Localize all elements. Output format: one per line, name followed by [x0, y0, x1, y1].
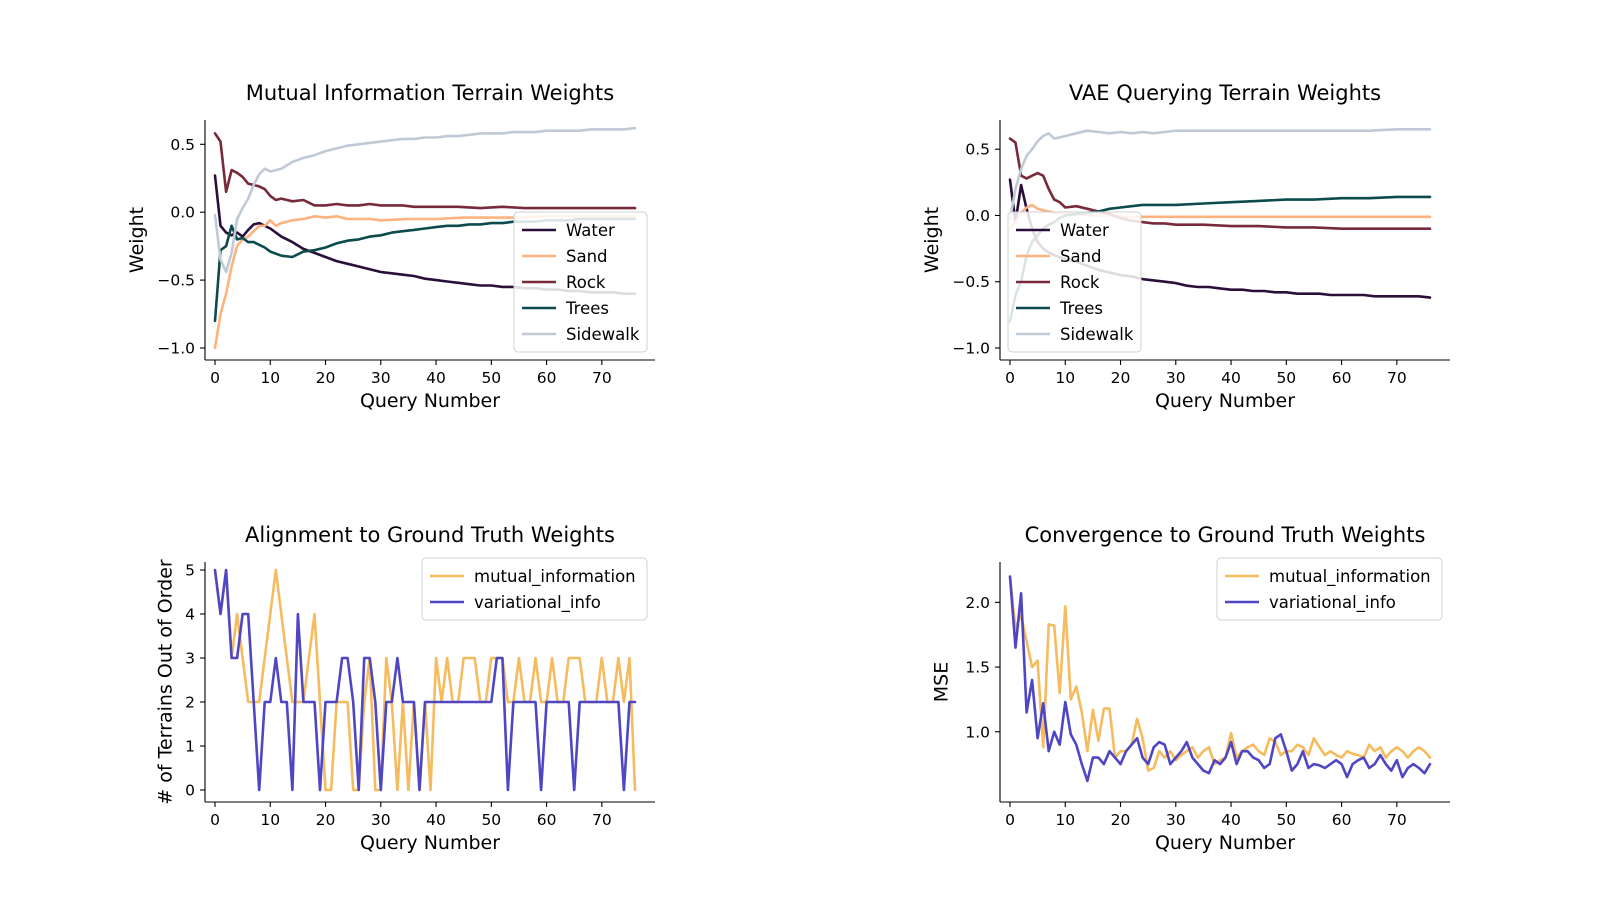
y-axis-label: Weight [126, 207, 148, 273]
x-tick-label: 50 [481, 811, 501, 829]
y-tick-label: 2.0 [965, 594, 990, 612]
legend-entry: Sidewalk [1060, 325, 1134, 344]
series-line-sidewalk [213, 126, 637, 274]
x-tick-label: 10 [260, 369, 280, 387]
chart-title: VAE Querying Terrain Weights [1069, 81, 1381, 105]
legend-frame [1216, 557, 1443, 621]
x-tick-label: 10 [1055, 811, 1075, 829]
legend-entry: Sand [566, 247, 608, 266]
x-tick-label: 20 [1111, 811, 1131, 829]
y-tick-label: 0.0 [170, 204, 195, 222]
y-tick-label: 0 [185, 782, 195, 800]
x-tick-label: 50 [1276, 369, 1296, 387]
convergence-chart: Convergence to Ground Truth Weights 0 10 20… [931, 523, 1450, 854]
series-line-variational-info [1008, 575, 1432, 783]
x-tick-label: 20 [316, 811, 336, 829]
y-tick-label: 5 [185, 562, 195, 580]
legend-entry: Water [566, 221, 615, 240]
chart-title: Alignment to Ground Truth Weights [245, 523, 615, 547]
legend-entry: variational_info [474, 593, 601, 613]
x-tick-label: 20 [316, 369, 336, 387]
x-tick-label: 70 [1387, 369, 1407, 387]
legend: Water Sand Rock Trees Sidewalk [513, 211, 648, 353]
y-tick-label: 1 [185, 738, 195, 756]
legend-frame [421, 557, 648, 621]
legend-frame [1007, 211, 1142, 353]
legend-entry: Sidewalk [566, 325, 640, 344]
x-tick-label: 60 [1332, 811, 1352, 829]
y-tick-label: −0.5 [952, 273, 990, 291]
x-tick-label: 20 [1111, 369, 1131, 387]
x-tick-label: 10 [260, 811, 280, 829]
x-tick-label: 30 [1166, 369, 1186, 387]
x-tick-label: 30 [1166, 811, 1186, 829]
y-axis-label: MSE [931, 662, 953, 702]
x-axis-label: Query Number [1155, 390, 1295, 412]
legend-frame [513, 211, 648, 353]
x-tick-label: 0 [210, 369, 220, 387]
mutual-information-weights-chart: Mutual Information Terrain Weights 0 10 20 3… [126, 81, 655, 412]
legend: mutual_information variational_info [421, 557, 648, 621]
y-axis-label: # of Terrains Out of Order [155, 559, 177, 805]
y-tick-label: −1.0 [952, 340, 990, 358]
y-tick-label: 0.0 [965, 207, 990, 225]
x-tick-label: 40 [426, 811, 446, 829]
x-tick-label: 50 [1276, 811, 1296, 829]
chart-title: Convergence to Ground Truth Weights [1025, 523, 1426, 547]
x-tick-label: 40 [426, 369, 446, 387]
y-tick-label: 1.5 [965, 659, 990, 677]
x-tick-label: 40 [1221, 369, 1241, 387]
legend-entry: Water [1060, 221, 1109, 240]
x-tick-label: 0 [210, 811, 220, 829]
x-tick-label: 70 [1387, 811, 1407, 829]
y-tick-label: 0.5 [965, 141, 990, 159]
y-tick-label: 4 [185, 606, 195, 624]
y-tick-label: −0.5 [157, 272, 195, 290]
x-tick-label: 10 [1055, 369, 1075, 387]
x-tick-label: 30 [371, 369, 391, 387]
x-tick-label: 70 [592, 369, 612, 387]
legend-entry: mutual_information [1269, 567, 1431, 587]
y-tick-label: 2 [185, 694, 195, 712]
x-axis-label: Query Number [360, 832, 500, 854]
vae-querying-weights-chart: VAE Querying Terrain Weights 0 10 20 30 40 50 6… [921, 81, 1450, 412]
series-line-sidewalk [1008, 128, 1432, 221]
x-tick-label: 60 [537, 811, 557, 829]
y-axis-label: Weight [921, 207, 943, 273]
y-tick-label: 0.5 [170, 136, 195, 154]
x-tick-label: 0 [1005, 811, 1015, 829]
x-axis-label: Query Number [1155, 832, 1295, 854]
series-line-mutual-information [1008, 575, 1432, 772]
legend-entry: variational_info [1269, 593, 1396, 613]
x-tick-label: 30 [371, 811, 391, 829]
chart-title: Mutual Information Terrain Weights [246, 81, 614, 105]
x-tick-label: 60 [1332, 369, 1352, 387]
series-line-rock [213, 132, 637, 210]
x-tick-label: 40 [1221, 811, 1241, 829]
series-line-variational-info [213, 568, 637, 792]
legend-entry: Rock [1060, 273, 1100, 292]
legend-entry: mutual_information [474, 567, 636, 587]
legend-entry: Sand [1060, 247, 1102, 266]
x-tick-label: 0 [1005, 369, 1015, 387]
x-tick-label: 50 [481, 369, 501, 387]
legend: mutual_information variational_info [1216, 557, 1443, 621]
x-tick-label: 60 [537, 369, 557, 387]
x-tick-label: 70 [592, 811, 612, 829]
legend-entry: Rock [566, 273, 606, 292]
y-tick-label: 1.0 [965, 723, 990, 741]
legend-entry: Trees [1059, 299, 1103, 318]
x-axis-label: Query Number [360, 390, 500, 412]
legend: Water Sand Rock Trees Sidewalk [1007, 211, 1142, 353]
y-tick-label: −1.0 [157, 340, 195, 358]
y-tick-label: 3 [185, 650, 195, 668]
legend-entry: Trees [565, 299, 609, 318]
